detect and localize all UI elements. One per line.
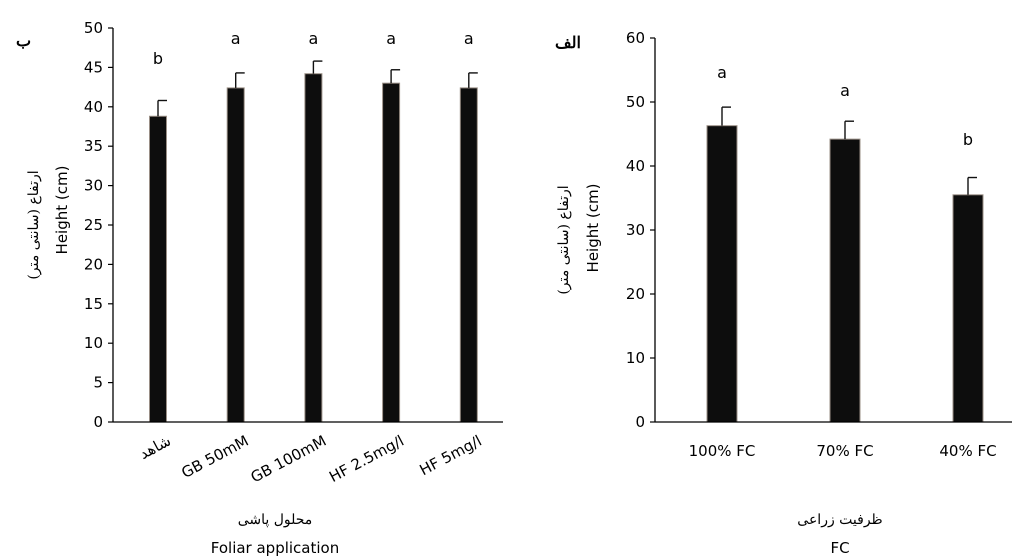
panel-label: ب [16, 31, 31, 50]
x-axis-title: FC [830, 539, 849, 557]
y-tick-label: 25 [84, 216, 103, 234]
y-axis-title: Height (cm) [584, 184, 602, 273]
y-tick-label: 40 [84, 98, 103, 116]
y-tick-label: 10 [626, 349, 645, 367]
significance-letter: a [717, 63, 727, 82]
y-tick-labels: 0 10 20 30 40 50 60 [626, 29, 645, 431]
bars [149, 73, 478, 423]
bar [304, 73, 323, 423]
x-tick-label: HF 5mg/l [417, 432, 485, 480]
bar [706, 125, 738, 423]
y-axis-title-fa: ارتفاع (سانتی متر) [556, 185, 572, 294]
error-bar [157, 99, 167, 117]
significance-letter: b [153, 49, 163, 68]
x-tick-label: 100% FC [689, 442, 756, 460]
panel-label: الف [555, 33, 581, 52]
error-bar [844, 120, 854, 140]
error-bar [234, 72, 245, 88]
significance-letter: a [464, 29, 474, 48]
error-bar [468, 72, 478, 88]
y-tick-label: 10 [84, 334, 103, 352]
x-axis-title-fa: ظرفیت زراعی [797, 512, 882, 528]
significance-letters: b a a a a [153, 29, 474, 68]
x-tick-label: شاهد [136, 432, 174, 463]
y-tick-label: 60 [626, 29, 645, 47]
chart-panel-fc: الف 0 10 20 30 40 50 60 a a b 100% FC 70% FC 40% F… [555, 29, 1012, 557]
y-tick-label: 20 [84, 255, 103, 273]
significance-letters: a a b [717, 63, 973, 149]
x-tick-label: GB 50mM [178, 432, 251, 482]
significance-letter: a [386, 29, 396, 48]
y-tick-label: 30 [626, 221, 645, 239]
significance-letter: a [308, 29, 318, 48]
bar [382, 82, 401, 423]
error-bar [390, 69, 401, 84]
x-tick-label: 40% FC [939, 442, 996, 460]
y-tick-label: 35 [84, 137, 103, 155]
y-tick-label: 15 [84, 295, 103, 313]
y-tick-label: 5 [93, 374, 103, 392]
y-tick-marks [108, 27, 113, 423]
error-bar [721, 106, 731, 126]
x-axis-title-fa: محلول پاشی [238, 512, 313, 528]
significance-letter: a [231, 29, 241, 48]
x-tick-labels: 100% FC 70% FC 40% FC [689, 442, 997, 460]
x-tick-label: 70% FC [816, 442, 873, 460]
bars [706, 125, 984, 423]
y-tick-label: 45 [84, 58, 103, 76]
significance-letter: b [963, 130, 973, 149]
y-tick-label: 30 [84, 177, 103, 195]
y-tick-label: 50 [626, 93, 645, 111]
y-tick-labels: 0 5 10 15 20 25 30 35 40 45 50 [84, 19, 103, 431]
bar [829, 138, 861, 423]
y-tick-marks [650, 37, 655, 423]
bar [226, 87, 245, 423]
error-bar [312, 60, 323, 74]
x-tick-label: HF 2.5mg/l [326, 432, 407, 486]
chart-panel-foliar: ب 0 5 10 15 20 25 30 35 40 45 50 b a a a a شاهد GB 50mM… [16, 19, 503, 557]
error-bars [721, 106, 977, 195]
error-bar [967, 176, 977, 195]
y-axis-title-fa: ارتفاع (سانتی متر) [26, 170, 42, 279]
y-axis-title: Height (cm) [53, 166, 71, 255]
bar [149, 115, 167, 423]
x-axis-title: Foliar application [211, 539, 339, 557]
bar [952, 194, 984, 423]
y-tick-label: 50 [84, 19, 103, 37]
y-tick-label: 40 [626, 157, 645, 175]
significance-letter: a [840, 81, 850, 100]
error-bars [157, 60, 478, 117]
y-tick-label: 0 [635, 413, 645, 431]
bar [459, 87, 478, 423]
y-tick-label: 0 [93, 413, 103, 431]
y-tick-label: 20 [626, 285, 645, 303]
x-tick-label: GB 100mM [248, 432, 330, 487]
